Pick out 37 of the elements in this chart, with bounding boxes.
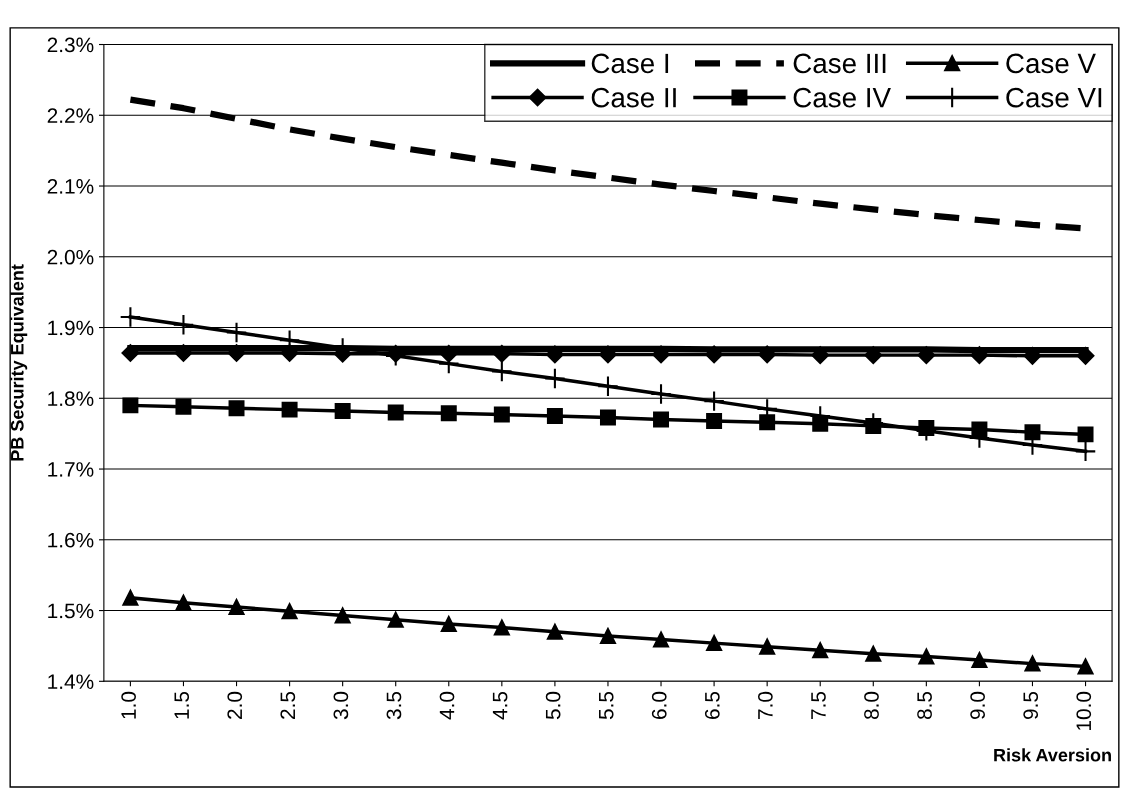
- y-tick-label: 2.2%: [47, 108, 94, 123]
- x-tick-label: 3.0: [333, 691, 349, 720]
- y-tick-label: 1.5%: [48, 603, 94, 619]
- x-tick-label: 9.0: [970, 691, 985, 720]
- x-tick-label: 6.0: [651, 691, 667, 719]
- y-tick-label: 1.8%: [48, 391, 94, 407]
- x-tick-label: 7.0: [758, 691, 773, 719]
- y-tick-label: 2.0%: [47, 249, 94, 265]
- x-tick-label: 2.0: [227, 691, 243, 719]
- x-tick-label: 7.5: [811, 691, 826, 719]
- y-tick-label: 2.3%: [47, 37, 94, 53]
- legend-label: Case III: [793, 53, 886, 74]
- x-tick-label: 8.0: [864, 691, 879, 720]
- x-tick-label: 5.5: [599, 691, 614, 720]
- y-axis-title: PB Security Equivalent: [10, 264, 28, 461]
- x-tick-label: 9.5: [1023, 691, 1039, 720]
- x-tick-label: 8.5: [917, 691, 932, 720]
- x-tick-label: 10.0: [1076, 691, 1092, 730]
- y-tick-label: 1.4%: [48, 674, 94, 689]
- legend-label: Case V: [1006, 53, 1096, 74]
- y-tick-label: 1.9%: [48, 320, 94, 336]
- y-tick-label: 1.7%: [48, 462, 94, 477]
- legend-label: Case II: [591, 87, 676, 108]
- x-tick-label: 1.5: [174, 691, 190, 719]
- x-tick-label: 2.5: [280, 691, 296, 719]
- x-tick-label: 6.5: [704, 691, 720, 719]
- legend-label: Case IV: [793, 87, 891, 108]
- y-tick-label: 1.6%: [48, 532, 94, 548]
- y-tick-label: 2.1%: [47, 179, 94, 194]
- x-tick-label: 3.5: [386, 691, 402, 720]
- x-tick-label: 5.0: [545, 691, 561, 720]
- x-tick-label: 4.5: [492, 691, 508, 720]
- x-tick-label: 1.0: [121, 691, 136, 719]
- x-axis-title: Risk Aversion: [994, 748, 1111, 762]
- legend-label: Case I: [591, 53, 669, 74]
- legend-label: Case VI: [1006, 87, 1102, 108]
- x-tick-label: 4.0: [439, 691, 455, 720]
